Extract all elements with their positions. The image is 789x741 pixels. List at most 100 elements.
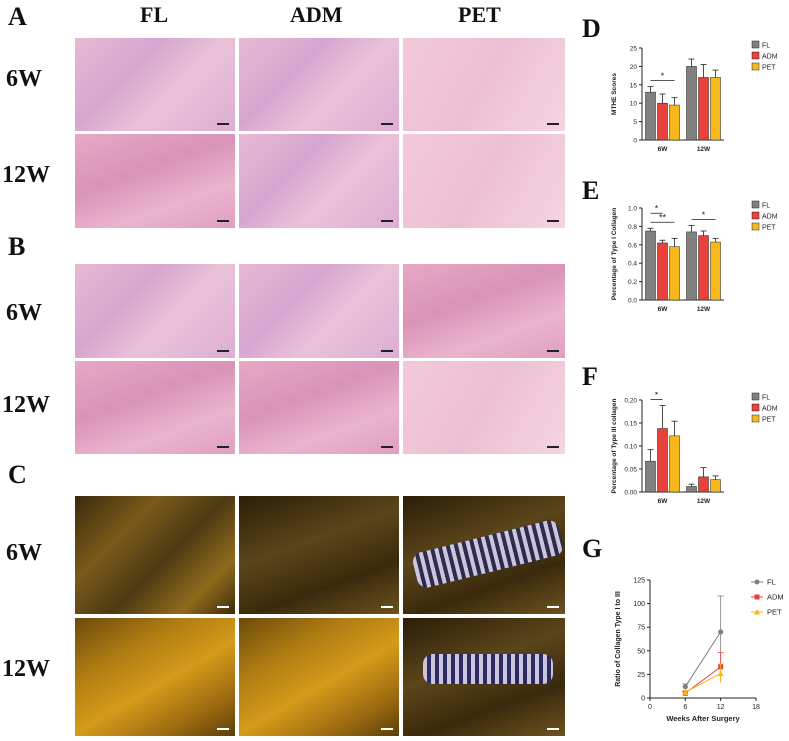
chart-d-legend-swatch-pet (751, 62, 760, 71)
micrograph-c-pet-6w (403, 496, 565, 614)
panel-label-a: A (8, 2, 27, 31)
chart-d-bar-pet-0 (669, 104, 680, 141)
row-label-a-12w: 12W (2, 162, 50, 188)
chart-f-ytick-label-4: 0.20 (624, 398, 637, 405)
chart-g-legend-marker-fl (754, 579, 760, 585)
micrograph-a-adm-12w (239, 134, 399, 228)
panel-label-d: D (582, 14, 601, 43)
chart-g-line-pet (685, 673, 721, 693)
column-label-fl: FL (140, 2, 169, 27)
chart-e-legend-swatch-fl (751, 200, 760, 209)
panel-label-f: F (582, 362, 598, 391)
chart-f-ytick-label-3: 0.15 (624, 421, 637, 428)
chart-e-xtick-label-0: 6W (658, 306, 669, 313)
chart-f-xtick-label-0: 6W (658, 498, 669, 505)
chart-g-ytick-label-0: 0 (641, 696, 645, 703)
column-label-adm: ADM (290, 2, 343, 27)
chart-d-ytick-label-5: 25 (630, 46, 638, 53)
chart-d-legend-label-adm: ADM (762, 54, 778, 61)
chart-d: 0 5 10 15 20 25 MTHE Scores 6W 12W * FL ADM PET (611, 40, 778, 153)
micrograph-c-fl-12w (75, 618, 235, 736)
chart-d-legend-swatch-adm (751, 51, 760, 60)
micrograph-a-adm-6w (239, 38, 399, 131)
chart-e-ytick-label-0: 0.0 (628, 298, 637, 305)
chart-e-ytick-label-2: 0.4 (628, 261, 637, 268)
chart-e-legend-label-pet: PET (762, 225, 776, 232)
micrograph-b-pet-6w (403, 264, 565, 358)
chart-e-bar-fl-0 (645, 230, 656, 301)
chart-g-point-fl-1 (718, 629, 724, 635)
micrograph-a-pet-6w (403, 38, 565, 131)
chart-f-bar-pet-1 (710, 479, 721, 493)
chart-g-ytick-label-2: 50 (637, 648, 645, 655)
chart-g-line-fl (684, 631, 722, 687)
chart-g-point-pet-1 (717, 670, 724, 676)
chart-g-legend-marker-pet (754, 609, 760, 615)
chart-d-bar-pet-1 (710, 77, 721, 141)
chart-g-ytick-label-4: 100 (633, 601, 645, 608)
micrograph-b-pet-12w (403, 361, 565, 454)
chart-d-bar-adm-0 (657, 102, 668, 141)
chart-f-bar-fl-0 (645, 460, 656, 493)
chart-f-xtick-label-1: 12W (697, 498, 711, 505)
chart-f-legend-label-fl: FL (762, 395, 770, 402)
micrograph-a-fl-12w (75, 134, 235, 228)
chart-g-legend-label-pet: PET (767, 608, 782, 617)
chart-f-legend-swatch-fl (751, 392, 760, 401)
chart-e-ytick-label-5: 1.0 (628, 206, 637, 213)
chart-f-bar-adm-0 (657, 428, 668, 493)
column-label-pet: PET (458, 2, 501, 27)
chart-g-xtick-label-0: 0 (648, 704, 652, 711)
chart-e-ytick-label-1: 0.2 (628, 279, 637, 286)
panel-label-c: C (8, 460, 27, 489)
chart-g-xtick-label-2: 12 (717, 704, 725, 711)
chart-d-legend-label-pet: PET (762, 65, 776, 72)
micrograph-c-pet-12w (403, 618, 565, 736)
chart-e-bar-adm-1 (698, 235, 709, 301)
chart-g-legend-label-fl: FL (767, 578, 776, 587)
chart-d-y-label: MTHE Scores (611, 73, 618, 115)
micrograph-c-adm-12w (239, 618, 399, 736)
chart-d-ytick-label-1: 5 (633, 119, 637, 126)
chart-f: 0.00 0.05 0.10 0.15 0.20 Percentage of Type I… (611, 392, 778, 505)
panel-label-b: B (8, 232, 26, 261)
pet-implant-fibers-6w (410, 518, 565, 590)
chart-g-xtick-label-1: 6 (683, 704, 687, 711)
chart-e-legend-swatch-pet (751, 222, 760, 231)
row-label-b-6w: 6W (6, 300, 42, 326)
pet-implant-fibers-12w (423, 654, 553, 684)
chart-d-sig-label-0: * (661, 71, 665, 81)
chart-g: 0 25 50 75 100 125 0 6 12 18 Weeks After Surgery Ra… (615, 578, 784, 724)
chart-g-ytick-label-3: 75 (637, 625, 645, 632)
chart-e: 0.0 0.2 0.4 0.6 0.8 1.0 Percentage of Type I C… (611, 200, 778, 313)
chart-f-legend-label-adm: ADM (762, 406, 778, 413)
chart-d-ytick-label-3: 15 (630, 82, 638, 89)
chart-e-legend-label-adm: ADM (762, 214, 778, 221)
row-label-c-6w: 6W (6, 540, 42, 566)
chart-d-xtick-label-0: 6W (658, 146, 669, 153)
chart-d-ytick-label-4: 20 (630, 64, 638, 71)
panel-label-e: E (582, 176, 600, 205)
chart-d-bar-fl-1 (686, 66, 697, 141)
chart-f-ytick-label-1: 0.05 (624, 467, 637, 474)
chart-d-bar-fl-0 (645, 91, 656, 141)
chart-f-legend-label-pet: PET (762, 417, 776, 424)
micrograph-c-adm-6w (239, 496, 399, 614)
chart-f-legend-swatch-adm (751, 403, 760, 412)
chart-g-legend-marker-adm (754, 594, 760, 600)
chart-g-point-fl-0 (682, 684, 688, 690)
chart-d-xtick-label-1: 12W (697, 146, 711, 153)
chart-d-legend-swatch-fl (751, 40, 760, 49)
micrograph-b-adm-6w (239, 264, 399, 358)
chart-f-bar-pet-0 (669, 435, 680, 493)
row-label-a-6w: 6W (6, 66, 42, 92)
chart-e-bar-adm-0 (657, 242, 668, 301)
chart-e-bar-pet-1 (710, 241, 721, 301)
chart-e-sig-label-0: ** (659, 213, 667, 223)
chart-g-ytick-label-5: 125 (633, 578, 645, 585)
chart-f-ytick-label-2: 0.10 (624, 444, 637, 451)
micrograph-c-fl-6w (75, 496, 235, 614)
micrograph-b-fl-6w (75, 264, 235, 358)
chart-e-legend-swatch-adm (751, 211, 760, 220)
chart-g-y-label: Ratio of Collagen Type I to III (615, 591, 622, 687)
